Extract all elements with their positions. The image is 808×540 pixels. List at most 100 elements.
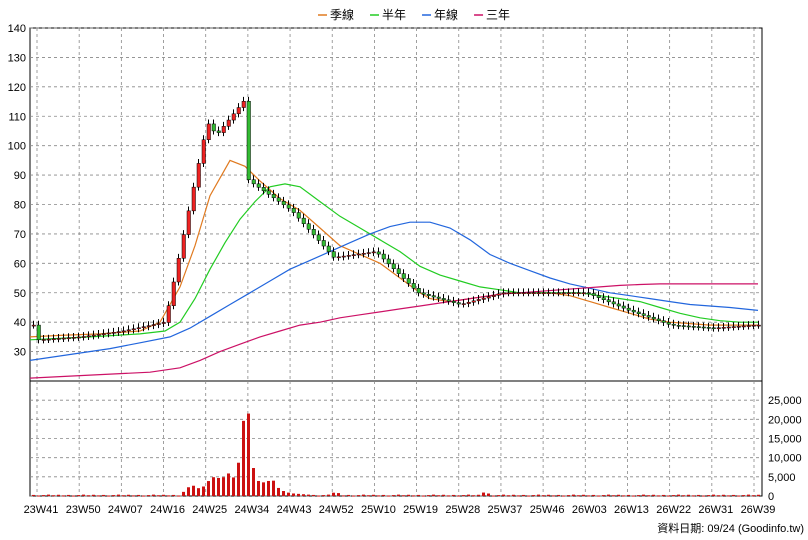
volume-bar [492, 495, 495, 497]
volume-bar [502, 494, 505, 496]
candle-body [516, 292, 521, 294]
candle-body [76, 336, 81, 339]
candle-body [511, 292, 516, 294]
candle-body [586, 292, 591, 294]
candle-body [311, 229, 316, 236]
candle-body [641, 313, 646, 316]
candle-body [326, 245, 331, 252]
volume-bar [752, 495, 755, 497]
candle-body [291, 207, 296, 213]
candle-body [281, 201, 286, 206]
candle-body [381, 253, 386, 260]
candle-body [271, 194, 276, 199]
volume-bar [607, 494, 610, 496]
candle-body [431, 295, 436, 298]
candle-body [546, 292, 551, 294]
volume-bar [187, 487, 190, 496]
x-tick-label: 24W34 [234, 504, 269, 516]
volume-bar [582, 494, 585, 496]
candle-body [346, 255, 351, 257]
candle-body [486, 296, 491, 299]
volume-bar [232, 477, 235, 496]
candle-body [496, 293, 501, 296]
volume-bar [192, 485, 195, 496]
volume-bar [342, 495, 345, 497]
volume-bar [397, 494, 400, 496]
x-tick-label: 26W13 [614, 504, 649, 516]
legend-label: 年線 [434, 7, 458, 22]
volume-bar [172, 494, 175, 496]
candle-body [526, 292, 531, 294]
candle-body [566, 292, 571, 294]
volume-bar [527, 495, 530, 497]
volume-bar [82, 494, 85, 496]
volume-bar [287, 492, 290, 496]
candle-body [691, 326, 696, 328]
volume-bar [207, 481, 210, 496]
volume-bar [227, 473, 230, 496]
volume-bar [292, 493, 295, 496]
price-tick-label: 50 [14, 288, 26, 300]
candle-body [356, 253, 361, 256]
volume-bar [167, 495, 170, 497]
x-tick-label: 25W28 [445, 504, 480, 516]
candle-body [306, 223, 311, 230]
candle-body [416, 288, 421, 294]
candle-body [111, 332, 116, 334]
candle-body [261, 187, 266, 192]
volume-bar [312, 494, 315, 496]
volume-tick-label: 0 [768, 491, 774, 503]
candle-body [376, 251, 381, 255]
candle-body [421, 292, 426, 295]
volume-bar [132, 495, 135, 497]
candle-body [46, 338, 51, 341]
x-tick-label: 25W10 [361, 504, 396, 516]
candle-body [146, 325, 151, 327]
candle-body [211, 123, 216, 132]
volume-bar [32, 494, 35, 496]
candle-body [571, 292, 576, 294]
volume-bar [387, 495, 390, 497]
volume-bar [737, 495, 740, 497]
volume-bar [152, 494, 155, 496]
volume-bar [92, 494, 95, 496]
volume-bar [147, 495, 150, 497]
volume-bar [277, 487, 280, 496]
candle-body [66, 337, 71, 339]
candle-body [591, 293, 596, 296]
volume-bar [432, 494, 435, 496]
candle-body [331, 251, 336, 258]
candle-body [336, 256, 341, 259]
candle-body [156, 323, 161, 325]
volume-bar [522, 494, 525, 496]
candle-body [71, 337, 76, 339]
x-tick-label: 23W41 [24, 504, 59, 516]
candle-body [476, 299, 481, 302]
candle-body [651, 316, 656, 320]
candle-body [221, 126, 226, 133]
candle-body [296, 212, 301, 219]
volume-bar [572, 494, 575, 496]
volume-bar [197, 488, 200, 496]
volume-bar [517, 495, 520, 497]
volume-tick-label: 25,000 [768, 395, 802, 407]
legend-label: 季線 [330, 7, 354, 22]
candle-body [196, 163, 201, 188]
volume-bar [587, 495, 590, 497]
volume-bar [382, 494, 385, 496]
volume-bar [372, 494, 375, 496]
candle-body [646, 315, 651, 318]
candle-body [636, 311, 641, 314]
price-tick-label: 100 [8, 141, 26, 153]
candle-body [301, 217, 306, 224]
volume-bar [117, 494, 120, 496]
candle-body [41, 339, 46, 341]
candle-body [151, 324, 156, 326]
candle-body [506, 292, 511, 294]
volume-bar [482, 492, 485, 496]
price-tick-label: 80 [14, 200, 26, 212]
volume-bar [447, 495, 450, 497]
volume-bar [567, 495, 570, 497]
volume-bar [642, 494, 645, 496]
candle-body [501, 292, 506, 295]
